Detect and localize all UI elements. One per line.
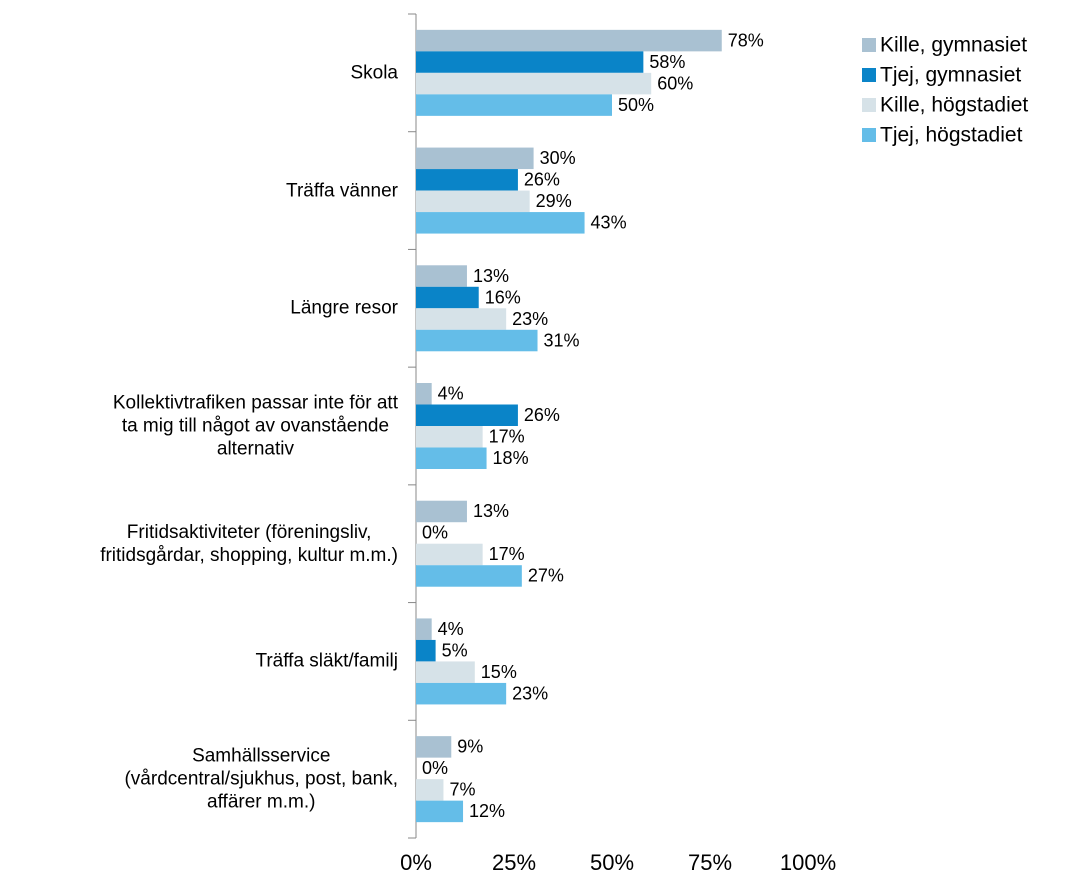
bar — [416, 618, 432, 640]
value-label: 18% — [493, 448, 529, 468]
bar — [416, 800, 464, 823]
bar — [416, 286, 479, 309]
value-label: 43% — [591, 213, 627, 233]
value-label: 60% — [657, 73, 693, 93]
value-label: 23% — [512, 309, 548, 329]
category-label-box: Träffa vänner — [0, 179, 398, 202]
value-label: 13% — [473, 266, 509, 286]
category-label: Skola — [350, 62, 398, 84]
value-label: 78% — [728, 30, 764, 50]
bar — [416, 94, 612, 116]
x-tick-label: 100% — [780, 850, 836, 875]
bar — [416, 639, 436, 662]
value-label: 50% — [618, 95, 654, 115]
value-label: 0% — [422, 523, 448, 543]
bar — [416, 190, 530, 213]
bar — [416, 404, 518, 426]
bar — [416, 29, 722, 52]
bar — [416, 543, 483, 566]
value-label: 58% — [649, 52, 685, 72]
legend-swatch — [862, 128, 876, 142]
bar — [416, 147, 534, 170]
value-label: 29% — [536, 191, 572, 211]
category-label-box: Fritidsaktiviteter (föreningsliv, fritid… — [0, 521, 398, 567]
value-label: 23% — [512, 683, 548, 703]
x-tick-label: 25% — [492, 850, 536, 875]
category-label-box: Skola — [0, 61, 398, 84]
legend-label: Kille, gymnasiet — [880, 34, 1027, 57]
bar — [416, 736, 452, 758]
category-label-box: Träffa släkt/familj — [0, 650, 398, 673]
value-label: 26% — [524, 170, 560, 190]
value-label: 9% — [457, 737, 483, 757]
value-label: 26% — [524, 405, 560, 425]
value-label: 15% — [481, 662, 517, 682]
bar — [416, 565, 522, 587]
category-label-box: Kollektivtrafiken passar inte för att ta… — [0, 392, 398, 461]
bar — [416, 661, 475, 683]
x-tick-label: 0% — [400, 850, 432, 875]
legend-swatch — [862, 38, 876, 52]
bar — [416, 682, 507, 705]
legend-swatch — [862, 68, 876, 82]
value-label: 17% — [489, 427, 525, 447]
bar — [416, 779, 444, 801]
category-label: Längre resor — [290, 297, 398, 319]
category-label: Samhällsservice (vårdcentral/sjukhus, po… — [124, 745, 398, 813]
bar — [416, 500, 467, 523]
category-label-box: Samhällsservice (vårdcentral/sjukhus, po… — [0, 745, 398, 814]
legend-swatch — [862, 98, 876, 112]
legend-label: Kille, högstadiet — [880, 94, 1028, 117]
value-label: 27% — [528, 566, 564, 586]
category-label: Träffa släkt/familj — [255, 650, 398, 672]
bar — [416, 329, 538, 352]
bar — [416, 169, 518, 191]
value-label: 12% — [469, 801, 505, 821]
value-label: 17% — [489, 544, 525, 564]
bar — [416, 72, 652, 95]
bar — [416, 212, 585, 234]
value-label: 7% — [449, 780, 475, 800]
bar — [416, 447, 487, 469]
value-label: 0% — [422, 758, 448, 778]
value-label: 13% — [473, 501, 509, 521]
value-label: 4% — [438, 384, 464, 404]
value-label: 16% — [485, 287, 521, 307]
legend-label: Tjej, gymnasiet — [880, 64, 1021, 87]
category-label-box: Längre resor — [0, 297, 398, 320]
x-tick-label: 75% — [688, 850, 732, 875]
bar — [416, 383, 432, 405]
value-label: 30% — [540, 148, 576, 168]
value-label: 5% — [442, 640, 468, 660]
bar — [416, 51, 644, 73]
bar — [416, 265, 467, 287]
category-label: Fritidsaktiviteter (föreningsliv, fritid… — [100, 521, 398, 566]
value-label: 4% — [438, 619, 464, 639]
category-label: Träffa vänner — [286, 180, 398, 202]
category-label: Kollektivtrafiken passar inte för att ta… — [112, 392, 398, 460]
bar — [416, 308, 507, 330]
bar — [416, 426, 483, 448]
x-tick-label: 50% — [590, 850, 634, 875]
legend-label: Tjej, högstadiet — [880, 124, 1023, 147]
value-label: 31% — [544, 330, 580, 350]
